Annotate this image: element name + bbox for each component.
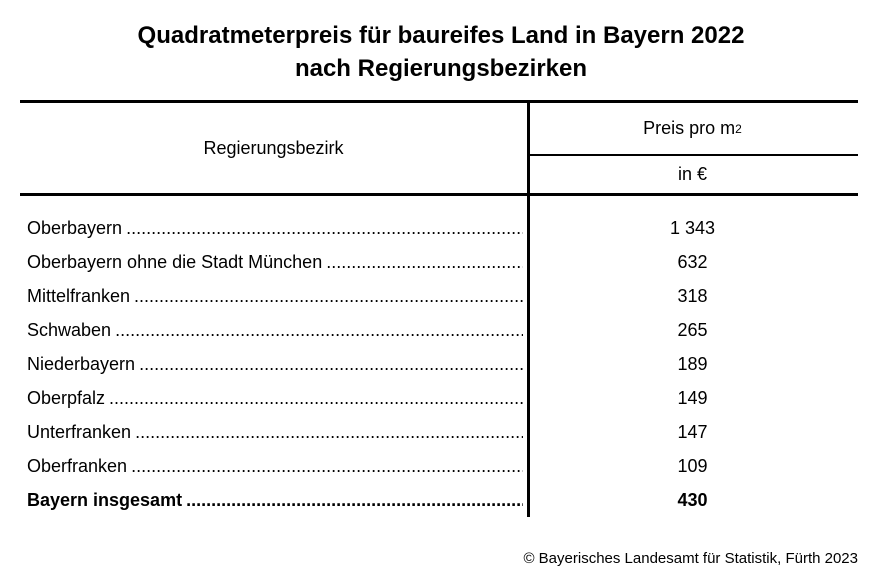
leader-dots — [109, 388, 523, 409]
table-row: Niederbayern 189 — [20, 347, 858, 381]
table-row: Oberbayern ohne die Stadt München 632 — [20, 245, 858, 279]
row-value: 109 — [677, 455, 708, 476]
row-value: 265 — [677, 319, 708, 340]
table-body: Oberbayern 1 343 Oberbayern ohne die Sta… — [20, 196, 858, 517]
column-subheader-unit: in € — [677, 164, 708, 184]
leader-dots — [186, 490, 523, 511]
leader-dots — [115, 320, 523, 341]
row-label-cell: Niederbayern — [20, 354, 527, 375]
leader-dots — [131, 456, 523, 477]
column-divider-line — [527, 100, 530, 517]
row-label-cell: Unterfranken — [20, 422, 527, 443]
row-label-cell: Mittelfranken — [20, 286, 527, 307]
row-value: 149 — [677, 387, 708, 408]
row-label-cell: Oberbayern ohne die Stadt München — [20, 252, 527, 273]
leader-dots — [126, 218, 523, 239]
row-label: Oberfranken — [27, 455, 128, 476]
row-label: Niederbayern — [27, 353, 136, 374]
table-row: Mittelfranken 318 — [20, 279, 858, 313]
table-row: Unterfranken 147 — [20, 415, 858, 449]
copyright-source-note: © Bayerisches Landesamt für Statistik, F… — [523, 550, 858, 567]
leader-dots — [139, 354, 523, 375]
table-row: Oberbayern 1 343 — [20, 211, 858, 245]
page-title-line-2: nach Regierungsbezirken — [294, 55, 588, 82]
row-label: Mittelfranken — [27, 285, 131, 306]
row-label: Oberpfalz — [27, 387, 106, 408]
row-label: Schwaben — [27, 319, 112, 340]
row-label-cell: Oberbayern — [20, 218, 527, 239]
column-header-price-text: Preis pro m — [643, 118, 736, 138]
table-row: Oberfranken 109 — [20, 449, 858, 483]
row-label-cell: Oberpfalz — [20, 388, 527, 409]
table-row: Oberpfalz 149 — [20, 381, 858, 415]
row-label-cell: Bayern insgesamt — [20, 490, 527, 511]
row-value: 1 343 — [669, 217, 716, 238]
row-label-cell: Oberfranken — [20, 456, 527, 477]
row-label: Unterfranken — [27, 421, 132, 442]
row-value: 147 — [677, 421, 708, 442]
page-title-line-1: Quadratmeterpreis für baureifes Land in … — [137, 22, 745, 49]
row-value: 430 — [677, 489, 708, 510]
leader-dots — [134, 286, 523, 307]
row-value: 318 — [677, 285, 708, 306]
leader-dots — [135, 422, 523, 443]
table-row: Schwaben 265 — [20, 313, 858, 347]
column-header-regierungsbezirk: Regierungsbezirk — [203, 137, 344, 158]
row-label: Oberbayern — [27, 217, 123, 238]
row-label: Oberbayern ohne die Stadt München — [27, 251, 323, 272]
row-label-cell: Schwaben — [20, 320, 527, 341]
leader-dots — [326, 252, 523, 273]
page-title: Quadratmeterpreis für baureifes Land in … — [0, 19, 882, 85]
row-value: 189 — [677, 353, 708, 374]
row-value: 632 — [677, 251, 708, 272]
table-row: Bayern insgesamt 430 — [20, 483, 858, 517]
row-label: Bayern insgesamt — [27, 489, 183, 510]
